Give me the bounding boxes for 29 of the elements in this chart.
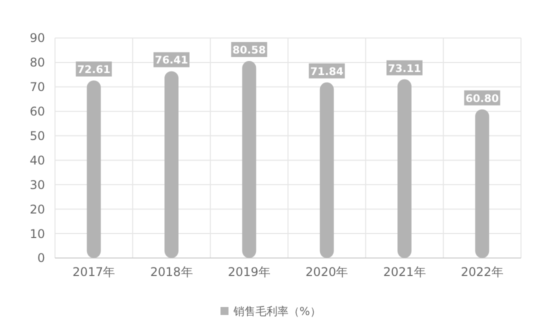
text: 80.58 <box>232 44 266 57</box>
bar <box>86 80 101 258</box>
y-tick-label: 40 <box>30 153 45 168</box>
x-tick-label: 2020年 <box>306 265 348 279</box>
text: 72.61 <box>77 64 110 76</box>
legend-label: 销售毛利率（%） <box>232 305 321 318</box>
y-tick-label: 20 <box>30 202 45 216</box>
bar <box>320 82 334 258</box>
bar <box>164 71 178 258</box>
x-tick-label: 2019年 <box>228 265 270 279</box>
text: 60.80 <box>466 92 499 105</box>
y-tick-label: 10 <box>30 226 45 241</box>
text: 73.11 <box>388 62 422 75</box>
text: 71.84 <box>310 66 344 78</box>
x-tick-label: 2017年 <box>72 265 116 279</box>
y-tick-label: 50 <box>30 128 45 143</box>
x-tick-label: 2021年 <box>383 265 426 279</box>
bar <box>475 109 490 258</box>
y-tick-label: 60 <box>30 104 45 119</box>
text: 76.41 <box>154 54 188 67</box>
y-tick-label: 80 <box>30 56 45 70</box>
y-tick-label: 90 <box>30 31 45 46</box>
y-tick-label: 30 <box>30 178 45 192</box>
bar <box>398 79 412 258</box>
y-tick-label: 0 <box>37 251 45 266</box>
bar <box>242 61 256 258</box>
x-tick-label: 2022年 <box>460 265 504 279</box>
y-tick-label: 70 <box>30 80 45 94</box>
x-tick-label: 2018年 <box>150 265 193 279</box>
